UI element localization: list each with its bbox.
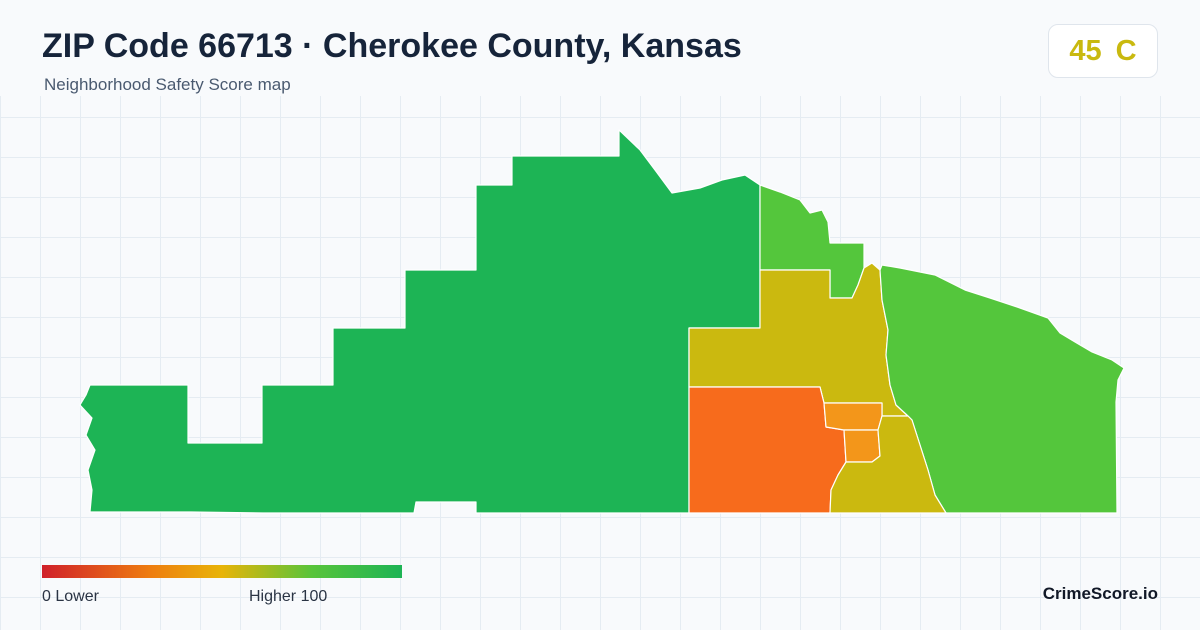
map-region[interactable]	[688, 386, 847, 514]
brand-logo-text[interactable]: CrimeScore.io	[1042, 584, 1158, 603]
legend-min-label: 0 Lower	[42, 588, 99, 605]
map-region[interactable]	[879, 264, 1125, 514]
header-band	[0, 0, 1200, 96]
map-region[interactable]	[79, 129, 761, 514]
page-subtitle: Neighborhood Safety Score map	[44, 75, 291, 94]
score-grade: C	[1115, 34, 1137, 67]
score-value: 45	[1069, 34, 1102, 67]
legend-color-scale	[42, 565, 402, 578]
map-region[interactable]	[823, 402, 883, 431]
map-region[interactable]	[829, 415, 947, 514]
map-region[interactable]	[843, 429, 881, 463]
page-title: ZIP Code 66713 · Cherokee County, Kansas	[42, 27, 742, 65]
legend-max-label: Higher 100	[249, 588, 328, 605]
safety-score-badge: 45 C	[1048, 24, 1158, 78]
